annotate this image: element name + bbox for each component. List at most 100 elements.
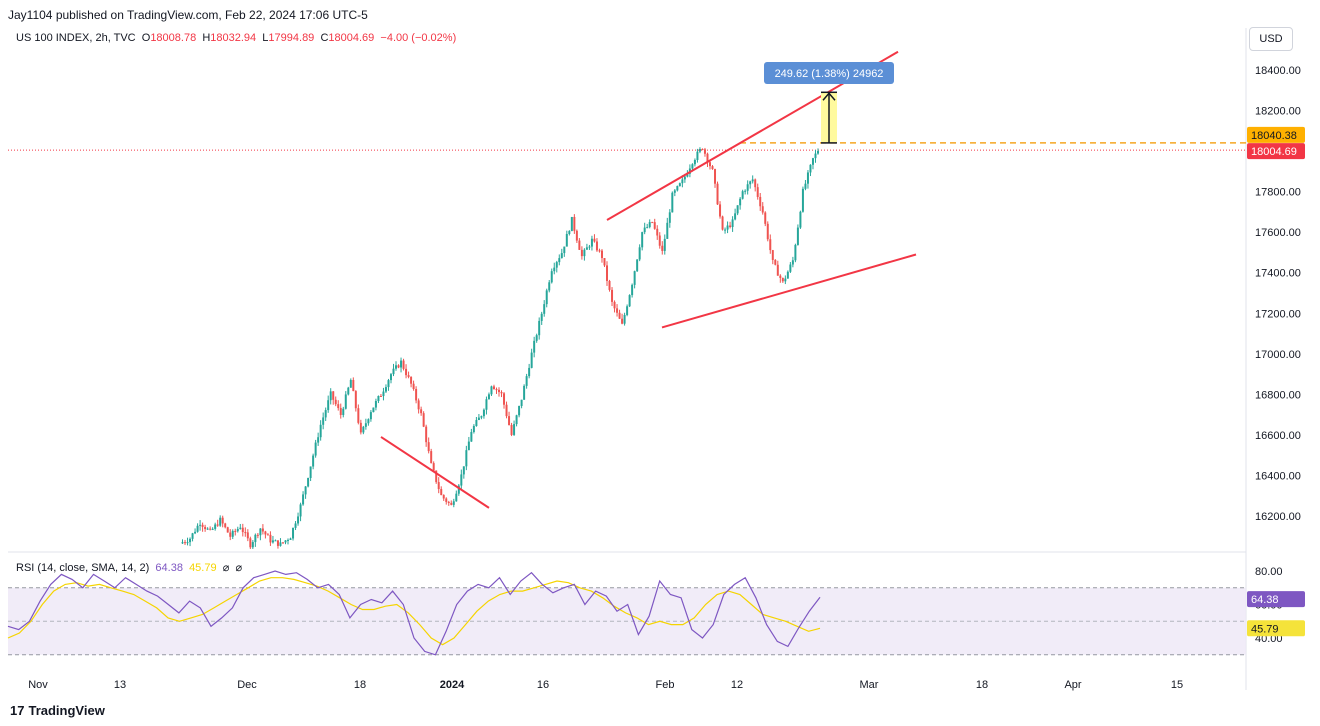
candle-body — [683, 176, 686, 180]
candle-body — [216, 524, 219, 526]
candle-body — [560, 253, 563, 259]
candle-body — [691, 164, 694, 169]
candle-body — [538, 320, 541, 336]
change-value: −4.00 (−0.02%) — [380, 32, 457, 44]
price-axis[interactable]: 18400.0018200.0018000.0017800.0017600.00… — [1255, 65, 1301, 523]
candle-body — [731, 219, 734, 228]
candle-body — [786, 271, 789, 279]
candle-body — [781, 277, 784, 282]
candle-body — [465, 450, 468, 467]
candle-body — [324, 410, 327, 418]
last-price-tag: 18004.69 — [1251, 146, 1297, 158]
brand-name: TradingView — [28, 703, 105, 718]
candle-body — [570, 216, 573, 232]
candle-body — [181, 542, 184, 544]
candle-body — [264, 531, 267, 535]
candle-body — [686, 173, 689, 177]
candle-body — [224, 523, 227, 528]
candle-body — [508, 416, 511, 426]
candles-group[interactable] — [181, 147, 819, 549]
candle-body — [485, 399, 488, 410]
candle-body — [520, 399, 523, 406]
candle-body — [312, 455, 315, 467]
candle-body — [367, 419, 370, 424]
price-tick-label: 16600.00 — [1255, 430, 1301, 442]
trendline-lower-channel[interactable] — [661, 253, 917, 329]
candle-body — [585, 247, 588, 250]
candle-body — [671, 192, 674, 213]
candle-body — [641, 232, 644, 248]
candle-body — [618, 312, 621, 319]
candle-body — [410, 376, 413, 384]
candle-body — [616, 308, 619, 313]
candle-body — [799, 211, 802, 228]
candle-body — [204, 526, 207, 530]
candle-body — [741, 191, 744, 199]
candle-body — [427, 442, 430, 452]
candle-body — [384, 387, 387, 392]
candle-body — [756, 187, 759, 197]
candle-body — [776, 264, 779, 276]
candle-body — [580, 249, 583, 257]
candle-body — [397, 365, 400, 368]
candle-body — [349, 380, 352, 388]
candle-body — [656, 228, 659, 236]
candle-body — [611, 289, 614, 302]
candle-body — [681, 179, 684, 184]
time-tick-label: Apr — [1064, 679, 1081, 691]
candle-body — [259, 528, 262, 536]
time-tick-label: Dec — [237, 679, 257, 691]
candle-body — [492, 386, 495, 390]
candle-body — [736, 205, 739, 214]
candle-body — [437, 482, 440, 490]
candle-body — [515, 415, 518, 425]
price-tick-label: 17400.00 — [1255, 268, 1301, 280]
candle-body — [724, 229, 727, 231]
candle-body — [638, 247, 641, 260]
candle-body — [809, 164, 812, 173]
candle-body — [754, 179, 757, 188]
tradingview-footer[interactable]: 17 TradingView — [10, 703, 105, 718]
candle-body — [525, 376, 528, 386]
candle-body — [553, 267, 556, 272]
candle-body — [698, 148, 701, 152]
candle-body — [668, 212, 671, 223]
candle-body — [314, 442, 317, 456]
candle-body — [588, 246, 591, 248]
time-axis[interactable]: Nov 13 Dec 18 2024 16 Feb 12 Mar 18 Apr 15 — [28, 679, 1183, 691]
candle-body — [359, 422, 362, 433]
candle-body — [299, 504, 302, 517]
close-label: C — [320, 32, 329, 44]
price-tick-label: 17800.00 — [1255, 187, 1301, 199]
candle-body — [281, 542, 284, 544]
symbol-label[interactable]: US 100 INDEX, 2h, TVC — [16, 32, 136, 44]
candle-body — [633, 271, 636, 285]
candle-body — [498, 389, 500, 393]
candle-body — [221, 517, 224, 524]
candle-body — [274, 540, 277, 542]
currency-button[interactable]: USD — [1249, 27, 1293, 51]
price-tick-label: 16400.00 — [1255, 470, 1301, 482]
candle-body — [452, 501, 455, 505]
measure-label-box — [764, 62, 894, 84]
candle-body — [658, 235, 661, 246]
candle-body — [239, 527, 242, 529]
candle-body — [804, 183, 807, 189]
candle-body — [294, 523, 297, 528]
measure-tool[interactable]: 249.62 (1.38%) 24962 — [764, 62, 894, 144]
candle-body — [500, 392, 503, 394]
candle-body — [811, 158, 814, 165]
candle-body — [666, 222, 669, 239]
candle-body — [472, 426, 475, 433]
candle-body — [322, 417, 325, 425]
candle-body — [794, 244, 797, 261]
price-tick-label: 18400.00 — [1255, 65, 1301, 77]
candle-body — [389, 374, 392, 381]
candle-body — [784, 278, 787, 282]
rsi-label[interactable]: RSI (14, close, SMA, 14, 2) — [16, 562, 150, 574]
candle-body — [631, 284, 634, 296]
candle-body — [606, 265, 609, 281]
candle-body — [774, 259, 777, 265]
trendline-december-channel[interactable] — [380, 436, 490, 509]
